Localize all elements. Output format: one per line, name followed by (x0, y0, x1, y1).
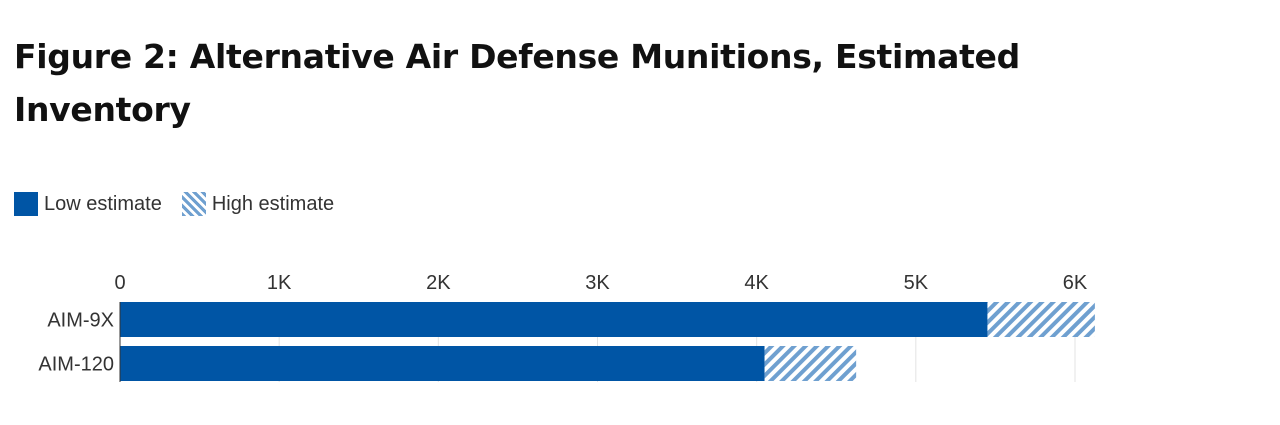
legend: Low estimate High estimate (14, 192, 354, 216)
x-tick-label: 6K (1063, 272, 1088, 294)
x-axis-ticks: 0 1K 2K 3K 4K 5K 6K (114, 272, 1087, 294)
bar-high-aim-9x (987, 302, 1095, 337)
chart-title: Figure 2: Alternative Air Defense Muniti… (14, 37, 1020, 129)
bar-chart: 0 1K 2K 3K 4K 5K 6K AIM-9X AIM-120 (38, 272, 1095, 382)
x-tick-label: 5K (904, 272, 929, 294)
x-tick-label: 2K (426, 272, 451, 294)
category-label: AIM-120 (38, 354, 114, 376)
legend-item-high: High estimate (181, 192, 335, 216)
bar-low-aim-9x (120, 302, 988, 337)
bar-low-aim-120 (120, 346, 765, 381)
legend-label-high: High estimate (211, 192, 335, 215)
legend-swatch-high (181, 192, 206, 216)
bar-high-aim-120 (764, 346, 857, 381)
x-tick-label: 3K (585, 272, 610, 294)
x-tick-label: 4K (744, 272, 769, 294)
legend-swatch-low (14, 192, 38, 216)
category-label: AIM-9X (47, 310, 114, 332)
legend-label-low: Low estimate (44, 192, 162, 215)
x-tick-label: 0 (114, 272, 125, 294)
bars (119, 302, 1095, 382)
legend-item-low: Low estimate (14, 192, 162, 216)
category-labels: AIM-9X AIM-120 (38, 310, 114, 376)
x-tick-label: 1K (267, 272, 292, 294)
